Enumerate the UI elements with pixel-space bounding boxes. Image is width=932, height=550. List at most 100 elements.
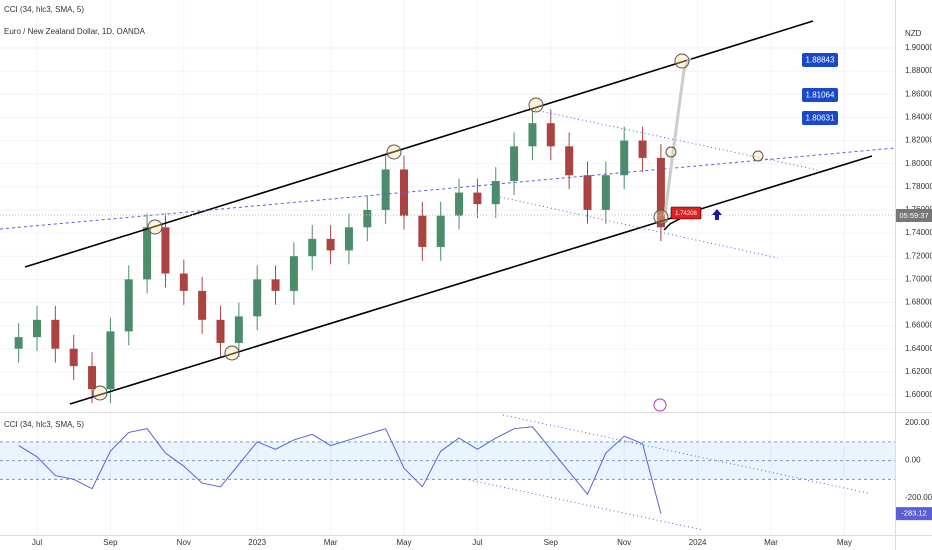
marker-circle bbox=[752, 150, 764, 162]
y-tick-label: 1.86000 bbox=[905, 89, 932, 98]
candle-body bbox=[179, 273, 188, 291]
marker-circle bbox=[147, 219, 163, 235]
x-tick-label: May bbox=[837, 538, 852, 547]
candles bbox=[14, 109, 665, 404]
price-label: 1.81064 bbox=[806, 91, 835, 100]
x-tick-label: Nov bbox=[177, 538, 191, 547]
candle-body bbox=[271, 279, 280, 291]
y-tick-label: 1.72000 bbox=[905, 251, 932, 260]
marker-circle bbox=[528, 97, 544, 113]
event-icon bbox=[653, 398, 667, 412]
x-tick-label: 2024 bbox=[689, 538, 707, 547]
y-tick-label: -200.00 bbox=[905, 493, 932, 502]
indicator-title: CCI (34, hlc3, SMA, 5) bbox=[4, 5, 84, 14]
candle-body bbox=[583, 175, 592, 210]
y-tick-label: 1.84000 bbox=[905, 113, 932, 122]
projection bbox=[663, 57, 692, 216]
x-tick-label: Jul bbox=[32, 538, 42, 547]
chart-title: Euro / New Zealand Dollar, 1D, OANDA bbox=[4, 27, 146, 36]
candle-body bbox=[33, 319, 41, 338]
x-tick-label: 2023 bbox=[248, 538, 266, 547]
y-tick-label: 1.90000 bbox=[905, 43, 932, 52]
candle-body bbox=[51, 319, 60, 349]
cci-trend bbox=[464, 478, 704, 531]
countdown-box bbox=[896, 209, 932, 222]
y-tick-label: 200.00 bbox=[905, 418, 930, 427]
candle-body bbox=[510, 146, 519, 182]
cci-last-box bbox=[896, 507, 932, 521]
label-box bbox=[802, 88, 838, 102]
candle-body bbox=[326, 238, 335, 251]
label-box bbox=[802, 111, 838, 125]
candle-body bbox=[473, 192, 482, 205]
candle-body bbox=[88, 366, 97, 390]
trend-dotted bbox=[534, 109, 819, 171]
candle-body bbox=[546, 123, 555, 147]
price-label: 1.88843 bbox=[806, 56, 835, 65]
candle-body bbox=[620, 140, 629, 176]
countdown: 05:59:37 bbox=[899, 211, 928, 220]
cci-pane bbox=[0, 426, 895, 514]
candle-body bbox=[143, 227, 152, 280]
up-arrow bbox=[712, 209, 722, 220]
x-tick-label: Nov bbox=[617, 538, 631, 547]
x-tick-label: Sep bbox=[544, 538, 559, 547]
axes: 1.60000 1.62000 1.64000 1.66000 1.68000 1.700… bbox=[32, 43, 932, 547]
drawings bbox=[0, 20, 896, 531]
candle-body bbox=[344, 227, 353, 251]
y-tick-label: 1.68000 bbox=[905, 298, 932, 307]
y-tick-label: 1.82000 bbox=[905, 136, 932, 145]
marker-circle bbox=[224, 345, 240, 361]
candle-body bbox=[253, 279, 262, 317]
candle-body bbox=[216, 319, 225, 343]
candle-body bbox=[106, 331, 115, 390]
cci-line bbox=[18, 426, 662, 514]
x-tick-label: Mar bbox=[324, 538, 338, 547]
x-tick-label: Jul bbox=[472, 538, 482, 547]
candle-body bbox=[69, 348, 78, 367]
x-tick-label: May bbox=[396, 538, 411, 547]
y-tick-label: 1.88000 bbox=[905, 66, 932, 75]
candle-body bbox=[656, 157, 665, 228]
price-labels: 1.88843 1.81064 1.80631 1.74208 05:59:37 bbox=[670, 53, 932, 222]
y-tick-label: 1.80000 bbox=[905, 159, 932, 168]
x-tick-label: Mar bbox=[764, 538, 778, 547]
x-tick-label: Sep bbox=[103, 538, 118, 547]
marker-circle bbox=[92, 385, 108, 401]
candle-body bbox=[308, 238, 317, 257]
marker-circle bbox=[653, 209, 669, 225]
y-tick-label: 1.78000 bbox=[905, 182, 932, 191]
candle-body bbox=[381, 169, 390, 210]
candle-body bbox=[491, 181, 500, 205]
marker-circle bbox=[386, 144, 402, 160]
y-tick-label: 1.66000 bbox=[905, 321, 932, 330]
label-box bbox=[670, 206, 702, 220]
candle-body bbox=[14, 337, 23, 349]
candle-body bbox=[528, 123, 537, 147]
label-box bbox=[802, 53, 838, 67]
candle-body bbox=[418, 215, 427, 247]
y-tick-label: 0.00 bbox=[905, 456, 921, 465]
price-label: 1.80631 bbox=[806, 114, 835, 123]
candle-body bbox=[455, 192, 464, 216]
channel-top bbox=[24, 20, 814, 268]
candle-body bbox=[436, 215, 445, 247]
candle-body bbox=[124, 279, 133, 332]
channel-bottom bbox=[69, 155, 873, 405]
y-tick-label: 1.74000 bbox=[905, 228, 932, 237]
candle-body bbox=[234, 316, 243, 343]
y-tick-label: 1.62000 bbox=[905, 367, 932, 376]
candle-body bbox=[363, 209, 372, 228]
candle-body bbox=[638, 140, 647, 158]
last-price-label: 1.74208 bbox=[675, 211, 697, 217]
candle-body bbox=[565, 146, 574, 176]
currency: NZD bbox=[905, 29, 922, 38]
candle-body bbox=[289, 256, 298, 291]
candle-body bbox=[400, 169, 408, 216]
cci-title: CCI (34, hlc3, SMA, 5) bbox=[4, 420, 84, 429]
candle-body bbox=[161, 227, 170, 274]
candle-body bbox=[601, 175, 610, 210]
cci-last-label: -283.12 bbox=[901, 509, 926, 518]
